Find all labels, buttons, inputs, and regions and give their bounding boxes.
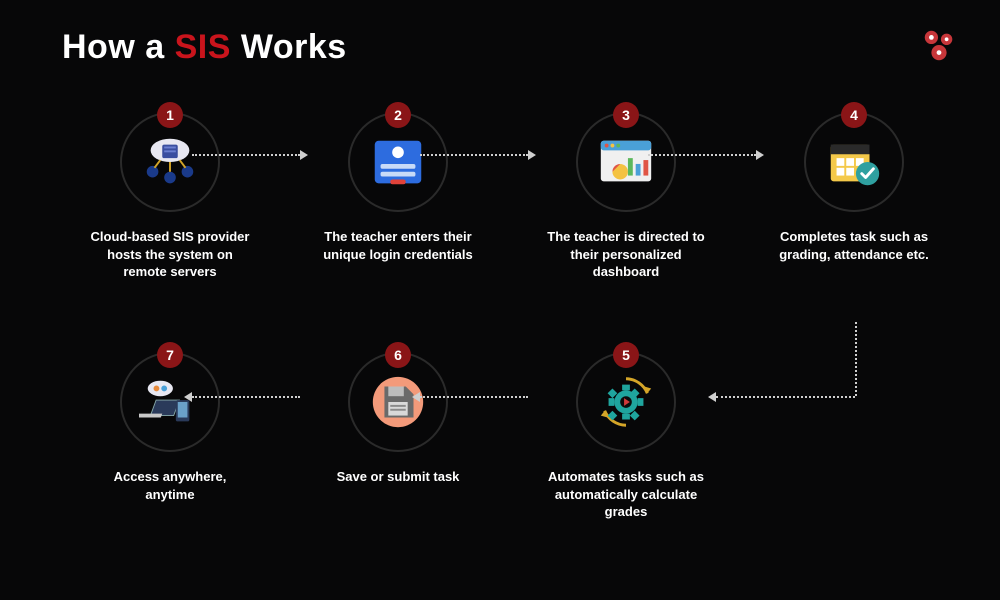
arrow-2-3	[528, 150, 536, 160]
access-anywhere-icon	[139, 371, 201, 433]
step-caption: Completes task such as grading, attendan…	[774, 228, 934, 263]
step-badge: 2	[385, 102, 411, 128]
step-circle: 1	[120, 112, 220, 212]
title-prefix: How a	[62, 28, 175, 66]
step-caption: Access anywhere, anytime	[90, 468, 250, 503]
step-5: 5 Automates tasks such as automatically …	[541, 352, 711, 521]
brand-logo-icon	[920, 26, 958, 64]
step-7: 7 Access anywhere, anytime	[85, 352, 255, 503]
login-icon	[367, 131, 429, 193]
connector-2-3	[420, 154, 528, 156]
title-highlight: SIS	[175, 28, 231, 66]
step-caption: The teacher is directed to their persona…	[546, 228, 706, 281]
calendar-check-icon	[823, 131, 885, 193]
step-circle: 6	[348, 352, 448, 452]
step-caption: Cloud-based SIS provider hosts the syste…	[90, 228, 250, 281]
step-3: 3 The teacher is directed to their perso…	[541, 112, 711, 281]
automation-gear-icon	[595, 371, 657, 433]
step-badge: 4	[841, 102, 867, 128]
step-badge: 5	[613, 342, 639, 368]
step-circle: 4	[804, 112, 904, 212]
arrow-1-2	[300, 150, 308, 160]
step-circle: 7	[120, 352, 220, 452]
connector-3-4	[648, 154, 756, 156]
step-2: 2 The teacher enters their unique login …	[313, 112, 483, 263]
arrow-6-7	[184, 392, 192, 402]
step-caption: Save or submit task	[337, 468, 460, 486]
arrow-5-6	[412, 392, 420, 402]
brand-logo-svg	[920, 26, 958, 64]
connector-1-2	[192, 154, 300, 156]
save-disk-icon	[367, 371, 429, 433]
connector-6-7	[192, 396, 300, 398]
step-caption: The teacher enters their unique login cr…	[318, 228, 478, 263]
step-badge: 1	[157, 102, 183, 128]
step-badge: 7	[157, 342, 183, 368]
connector-5-6	[420, 396, 528, 398]
title-suffix: Works	[231, 28, 347, 66]
arrow-4-5	[708, 392, 716, 402]
step-4: 4 Completes task such as grading, attend…	[769, 112, 939, 263]
step-badge: 6	[385, 342, 411, 368]
cloud-server-icon	[139, 131, 201, 193]
step-1: 1 Cloud-based SIS provider hosts the sys…	[85, 112, 255, 281]
dashboard-icon	[595, 131, 657, 193]
page-title: How a SIS Works	[62, 28, 347, 67]
step-caption: Automates tasks such as automatically ca…	[546, 468, 706, 521]
step-6: 6 Save or submit task	[313, 352, 483, 486]
step-circle: 3	[576, 112, 676, 212]
connector-4-5	[716, 396, 855, 398]
connector-4-down	[855, 322, 857, 396]
step-circle: 2	[348, 112, 448, 212]
step-circle: 5	[576, 352, 676, 452]
arrow-3-4	[756, 150, 764, 160]
step-badge: 3	[613, 102, 639, 128]
